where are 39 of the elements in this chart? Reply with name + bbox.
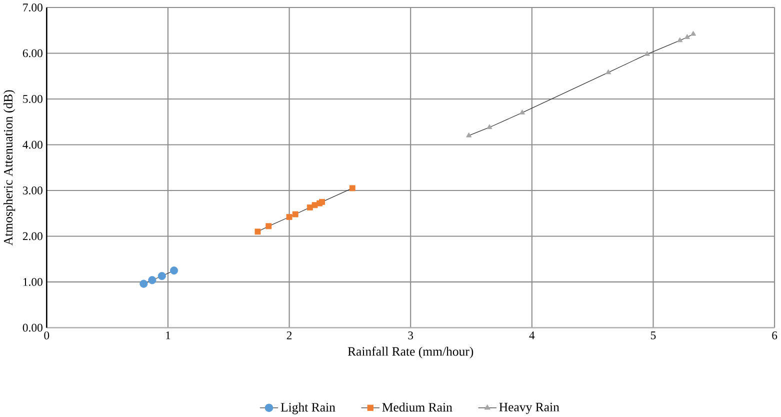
point — [690, 30, 696, 36]
point — [148, 276, 156, 284]
x-tick-label: 6 — [772, 331, 778, 340]
y-axis-title: Atmospheric Attenuation (dB) — [4, 90, 16, 246]
legend-label: Medium Rain — [382, 402, 452, 412]
point — [254, 228, 261, 234]
y-tick-label: 4.00 — [22, 140, 42, 149]
point — [158, 272, 166, 280]
point — [519, 109, 525, 114]
point — [292, 211, 298, 218]
y-tick-label: 6.00 — [22, 49, 42, 58]
x-tick-label: 0 — [44, 331, 50, 340]
point — [486, 124, 492, 129]
point — [140, 280, 148, 288]
y-tick-label: 5.00 — [23, 94, 42, 103]
y-tick-label: 3.00 — [22, 186, 42, 194]
point — [319, 198, 326, 205]
point — [466, 132, 472, 138]
y-tick-label: 7.00 — [23, 3, 42, 12]
x-axis-title: Rainfall Rate (mm/hour) — [348, 346, 474, 358]
point — [606, 69, 612, 74]
legend-label: Light Rain — [280, 402, 336, 414]
x-tick-label: 5 — [650, 331, 656, 340]
x-tick-label: 4 — [529, 331, 535, 340]
point — [312, 202, 318, 208]
point — [684, 34, 690, 39]
point — [677, 37, 683, 42]
point — [349, 185, 356, 192]
y-tick-label: 2.00 — [22, 232, 42, 240]
point — [266, 223, 272, 229]
legend-label: Heavy Rain — [499, 402, 560, 414]
point — [644, 50, 650, 56]
y-tick-label: 1.00 — [23, 278, 42, 286]
point — [286, 214, 292, 220]
x-tick-label: 1 — [166, 331, 170, 340]
x-tick-label: 3 — [408, 331, 414, 340]
point — [170, 266, 178, 274]
x-tick-label: 2 — [286, 331, 292, 340]
y-tick-label: 0.00 — [22, 324, 42, 332]
